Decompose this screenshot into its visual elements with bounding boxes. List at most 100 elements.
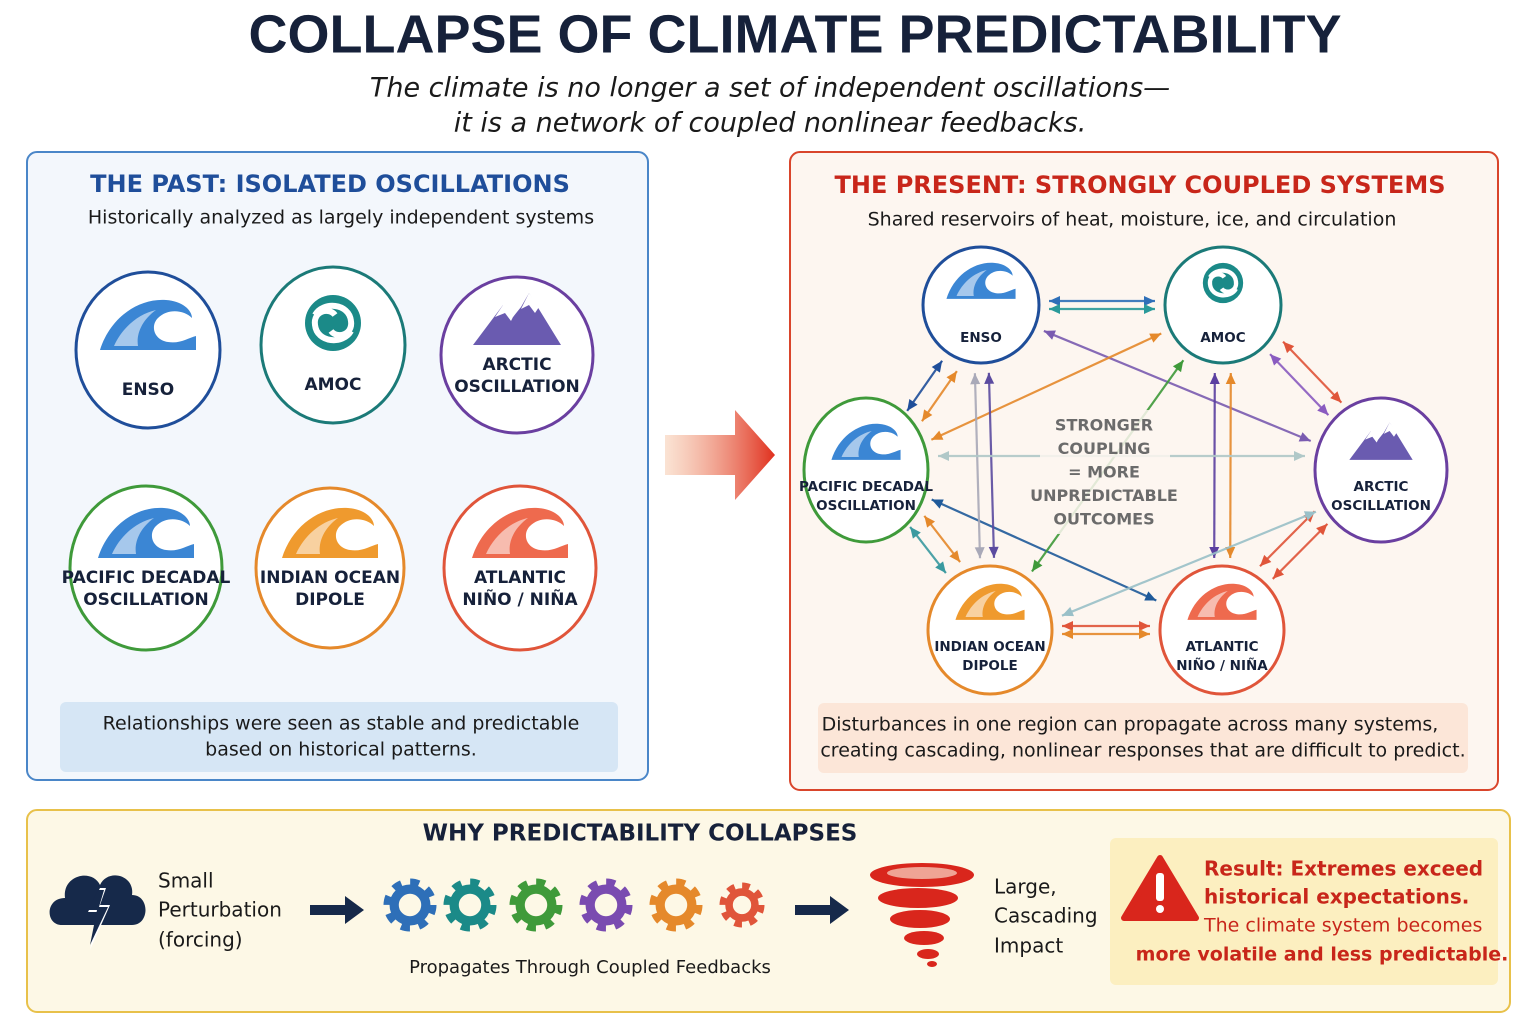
node-circle xyxy=(442,484,598,652)
arrow-head xyxy=(988,546,999,558)
arrow-head xyxy=(1225,373,1236,385)
arrow-head xyxy=(970,373,981,385)
node-circle xyxy=(1313,396,1449,544)
mountain-icon xyxy=(1383,422,1397,437)
node-label: ARCTIC xyxy=(1354,479,1409,495)
arrow-head xyxy=(1270,354,1282,366)
center-backdrop xyxy=(1040,410,1170,534)
mountain-icon xyxy=(521,293,539,313)
system-node: ENSO xyxy=(921,245,1041,365)
node-label: OSCILLATION xyxy=(1331,498,1431,514)
gear xyxy=(719,882,765,928)
coupling-link xyxy=(1043,329,1312,443)
arrow-head xyxy=(1139,621,1150,631)
input-label: Perturbation xyxy=(158,898,282,922)
center-label: COUPLING xyxy=(1058,439,1151,458)
node-label: AMOC xyxy=(304,375,361,395)
wave-icon xyxy=(956,270,987,296)
result-text: more volatile and less predictable. xyxy=(1136,944,1509,966)
system-node: AMOC xyxy=(259,265,407,425)
node-label: PACIFIC DECADAL xyxy=(62,568,231,588)
coupling-link xyxy=(1271,523,1329,580)
arrow-head xyxy=(1283,341,1295,354)
result-headline: Result: Extremes exceed xyxy=(1204,857,1483,881)
arrow-head xyxy=(910,526,921,539)
arrow-head xyxy=(1303,511,1316,521)
coupling-link xyxy=(931,498,1157,602)
subtitle-line: The climate is no longer a set of indepe… xyxy=(370,73,1170,104)
gear xyxy=(725,888,759,922)
node-label: ENSO xyxy=(122,380,175,400)
coupling-links: STRONGER COUPLING = MORE UNPREDICTABLE OUTCO… xyxy=(906,296,1343,639)
coupling-link xyxy=(1259,510,1316,568)
result-box xyxy=(1110,838,1498,985)
wave-icon xyxy=(112,518,154,554)
arrow-head xyxy=(1209,372,1220,384)
gear xyxy=(389,884,431,926)
wave-icon xyxy=(114,310,156,346)
coupling-link xyxy=(1213,372,1216,558)
node-label: ATLANTIC xyxy=(1185,639,1258,655)
node-circle xyxy=(802,396,930,544)
system-node: AMOC xyxy=(1163,245,1283,365)
present-title: THE PRESENT: STRONGLY COUPLED SYSTEMS xyxy=(834,171,1445,199)
output-label: Large, xyxy=(994,875,1057,899)
arrow-head xyxy=(907,399,918,411)
result-text: The climate system becomes xyxy=(1203,915,1482,937)
system-node: ATLANTIC NIÑO / NIÑA xyxy=(1158,564,1286,696)
subtitle-line: it is a network of coupled nonlinear fee… xyxy=(454,108,1087,139)
coupling-link xyxy=(1282,340,1343,404)
system-node: ENSO xyxy=(74,270,222,430)
wave-icon xyxy=(1197,591,1228,617)
arrow-head xyxy=(1144,304,1155,314)
arrow-head xyxy=(946,371,957,383)
gear xyxy=(383,878,437,932)
arrow-head xyxy=(1031,559,1043,572)
center-label: STRONGER xyxy=(1055,416,1153,435)
past-note: Relationships were seen as stable and pr… xyxy=(103,713,580,735)
node-label: OSCILLATION xyxy=(454,377,580,397)
node-circle xyxy=(921,245,1041,365)
arrow-head xyxy=(1049,296,1060,306)
arrow-head xyxy=(949,550,961,563)
arrow-head xyxy=(1062,629,1073,639)
arrow-head xyxy=(924,515,936,528)
gear xyxy=(649,878,703,932)
node-label: INDIAN OCEAN xyxy=(934,639,1045,655)
present-note-box xyxy=(818,703,1468,773)
wave-icon xyxy=(486,518,528,554)
output-label: Impact xyxy=(994,934,1063,958)
input-label: (forcing) xyxy=(158,928,243,952)
mountain-icon xyxy=(495,293,529,321)
node-label: ENSO xyxy=(960,330,1002,346)
arrow-head xyxy=(1049,304,1060,314)
result-headline: historical expectations. xyxy=(1204,885,1469,909)
arrow-head xyxy=(931,499,944,509)
arrow-head xyxy=(931,360,943,373)
past-title: THE PAST: ISOLATED OSCILLATIONS xyxy=(90,170,570,198)
arrow-head xyxy=(935,561,946,574)
node-label: NIÑO / NIÑA xyxy=(1176,657,1268,674)
node-circle xyxy=(1163,245,1283,365)
past-note: based on historical patterns. xyxy=(205,739,477,761)
arrow-head xyxy=(1330,391,1342,403)
flow-arrow xyxy=(795,896,849,924)
gear xyxy=(509,878,563,932)
past-subtitle: Historically analyzed as largely indepen… xyxy=(88,207,594,229)
node-label: ATLANTIC xyxy=(474,568,566,588)
node-circle xyxy=(68,484,224,652)
past-note-box xyxy=(60,702,618,772)
node-circle xyxy=(439,275,595,435)
gear xyxy=(585,884,627,926)
mountain-icon xyxy=(1349,422,1413,460)
node-label: AMOC xyxy=(1200,330,1245,346)
node-circle xyxy=(1158,564,1286,696)
arrow-head xyxy=(1149,333,1162,343)
input-label: Small xyxy=(158,869,214,893)
